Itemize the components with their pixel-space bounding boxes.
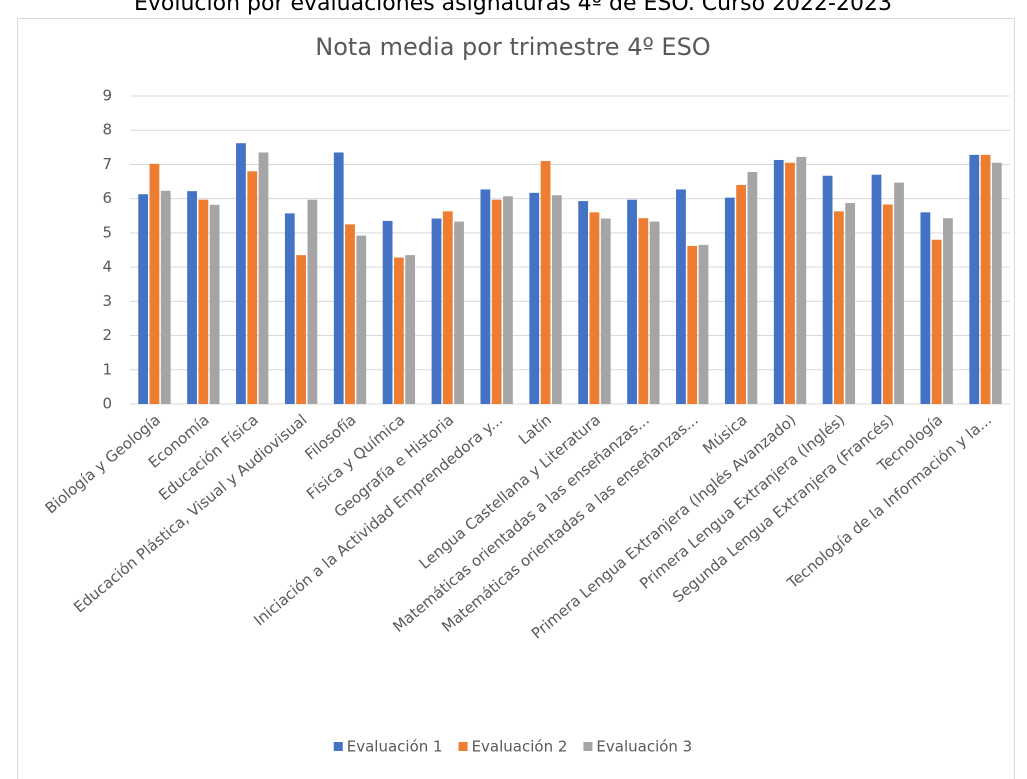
bar (431, 218, 442, 404)
bar (882, 204, 893, 404)
bar (307, 199, 318, 404)
bar (503, 196, 513, 404)
bar (980, 154, 991, 404)
bar (724, 197, 735, 404)
bar (405, 255, 416, 404)
bar (871, 174, 882, 404)
bar (394, 257, 404, 404)
bar (236, 143, 246, 404)
chart-title: Nota media por trimestre 4º ESO (315, 33, 710, 61)
bar (822, 175, 833, 404)
bar (627, 199, 637, 404)
bar (969, 154, 980, 404)
bar (736, 184, 746, 404)
y-tick-label: 6 (102, 189, 112, 207)
bar (638, 218, 649, 404)
bar (920, 212, 931, 404)
bar (649, 221, 660, 404)
y-tick-label: 9 (102, 87, 112, 105)
bar (747, 171, 758, 404)
bar (551, 195, 562, 404)
bar (382, 220, 393, 404)
legend-swatch (333, 742, 343, 751)
chart-frame (17, 18, 1015, 779)
bar (258, 152, 269, 404)
bar (480, 189, 491, 404)
legend-swatch (583, 742, 593, 751)
bar (785, 162, 795, 404)
bar (296, 255, 306, 404)
bar (773, 159, 784, 404)
bar (345, 224, 355, 404)
legend-label: Evaluación 1 (347, 738, 443, 756)
bar (149, 163, 160, 404)
bar (676, 189, 686, 404)
bar (442, 211, 453, 404)
bar (991, 162, 1002, 404)
bar (138, 194, 149, 404)
bar (600, 218, 611, 404)
bar (198, 199, 209, 404)
bar (529, 192, 540, 404)
y-tick-label: 8 (102, 121, 112, 139)
bar (796, 156, 807, 404)
bar (578, 201, 589, 404)
y-tick-label: 7 (102, 155, 112, 173)
y-tick-label: 3 (102, 292, 112, 310)
bar (247, 171, 258, 404)
y-tick-label: 4 (102, 258, 112, 276)
legend-swatch (458, 742, 468, 751)
y-tick-label: 5 (102, 223, 112, 241)
bar (931, 239, 942, 404)
bar (894, 182, 904, 404)
legend-label: Evaluación 2 (472, 738, 568, 756)
y-tick-label: 1 (102, 360, 112, 378)
bar (356, 235, 367, 404)
bar (687, 245, 698, 404)
bar (454, 221, 464, 404)
bar (698, 244, 709, 404)
bar (187, 191, 197, 404)
legend-label: Evaluación 3 (596, 738, 692, 756)
y-tick-label: 2 (102, 326, 112, 344)
bar (845, 203, 856, 404)
y-tick-label: 0 (102, 395, 112, 413)
bar (333, 152, 344, 404)
bar (943, 218, 953, 404)
bar (589, 212, 600, 404)
page-title: Evolución por evaluaciones asignaturas 4… (134, 0, 892, 16)
bar (540, 161, 551, 404)
bar (209, 204, 220, 404)
bar (160, 190, 171, 404)
bar (834, 211, 844, 404)
bar (284, 213, 295, 404)
bar (491, 199, 502, 404)
